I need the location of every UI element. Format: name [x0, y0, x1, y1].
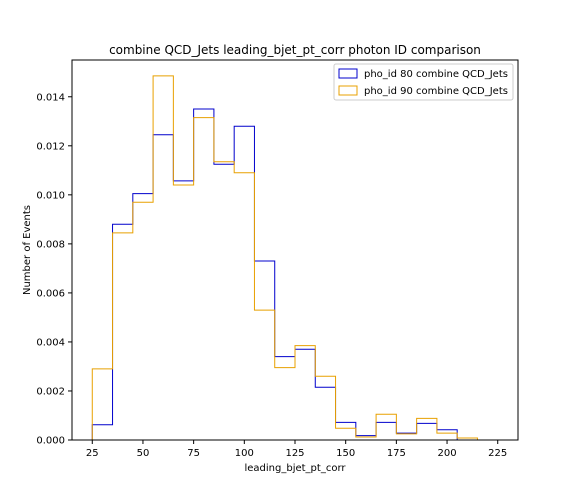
y-tick-label: 0.000 — [36, 436, 65, 447]
x-tick-label: 200 — [437, 448, 456, 459]
legend-swatch-series-0 — [338, 68, 358, 79]
y-axis-ticks: 0.000 0.002 0.004 0.006 0.008 0.010 0.012 0.014 — [36, 92, 72, 447]
y-tick-label: 0.012 — [36, 141, 65, 152]
histogram-series-1 — [91, 75, 478, 440]
legend: pho_id 80 combine QCD_Jets pho_id 90 com… — [333, 63, 514, 101]
x-tick-label: 175 — [387, 448, 406, 459]
series-layer — [91, 75, 478, 441]
y-axis-label: Number of Events — [22, 205, 33, 295]
chart-title: combine QCD_Jets leading_bjet_pt_corr ph… — [109, 43, 481, 57]
y-tick-label: 0.002 — [36, 386, 65, 397]
legend-label-series-0: pho_id 80 combine QCD_Jets — [364, 69, 508, 80]
x-tick-label: 75 — [187, 448, 200, 459]
x-tick-label: 225 — [488, 448, 507, 459]
x-axis-label: leading_bjet_pt_corr — [244, 463, 346, 474]
y-tick-label: 0.010 — [36, 190, 65, 201]
y-tick-label: 0.006 — [36, 288, 65, 299]
legend-label-series-1: pho_id 90 combine QCD_Jets — [364, 86, 508, 97]
legend-box — [333, 63, 514, 101]
plot-area: 25 50 75 100 125 150 175 200 225 0.000 0.002 0.004… — [36, 59, 519, 459]
legend-swatch-series-1 — [338, 85, 358, 96]
x-tick-label: 125 — [285, 448, 304, 459]
x-tick-label: 150 — [336, 448, 355, 459]
x-tick-label: 50 — [137, 448, 150, 459]
y-tick-label: 0.004 — [36, 337, 65, 348]
x-tick-label: 25 — [86, 448, 99, 459]
x-tick-label: 100 — [235, 448, 254, 459]
y-tick-label: 0.008 — [36, 239, 65, 250]
x-axis-ticks: 25 50 75 100 125 150 175 200 225 — [86, 440, 507, 459]
y-tick-label: 0.014 — [36, 92, 65, 103]
